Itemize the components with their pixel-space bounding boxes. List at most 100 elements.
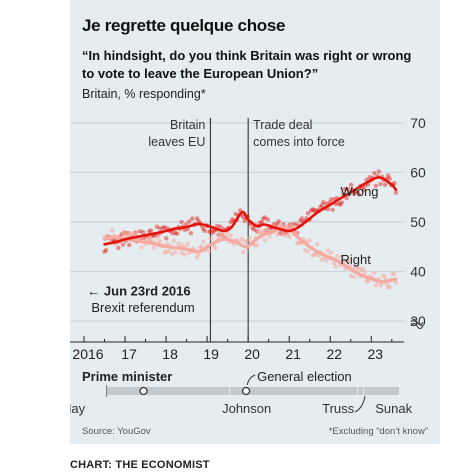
poll-dot [228, 233, 234, 238]
pm-segment [230, 387, 358, 395]
poll-dot [154, 224, 160, 229]
x-axis: 2016 17 18 19 20 21 22 23 [70, 336, 404, 362]
poll-dot [321, 200, 326, 205]
poll-dot [208, 236, 214, 241]
x-tick-label: 19 [203, 346, 219, 362]
poll-dot [342, 186, 348, 192]
poll-dot [262, 215, 268, 220]
pm-timeline: Prime minister General election May Johnson… [70, 369, 413, 416]
poll-dot [164, 236, 169, 241]
poll-dot [339, 254, 345, 259]
pm-name: Johnson [222, 401, 271, 416]
chart-labels: Wrong Right ← Jun 23rd 2016 Brexit referend… [87, 184, 378, 315]
poll-dot [202, 228, 207, 234]
poll-dot [151, 245, 157, 250]
poll-dot [267, 234, 272, 239]
poll-dot [174, 231, 180, 236]
gridlines: 30 40 50 60 70 [70, 115, 426, 329]
poll-dot [194, 216, 200, 221]
poll-dot [182, 227, 187, 233]
poll-dot [333, 264, 338, 269]
poll-dot [116, 245, 121, 251]
poll-dot [378, 181, 383, 187]
poll-dot [102, 249, 107, 254]
event-label: Britain [170, 118, 205, 132]
annotation-label: Brexit referendum [91, 300, 194, 315]
x-tick-label: 21 [285, 346, 301, 362]
poll-dot [392, 271, 397, 276]
poll-dot [217, 224, 223, 229]
poll-dot [310, 207, 315, 212]
series-line-right [102, 225, 398, 284]
poll-dot [312, 207, 317, 213]
pm-heading: Prime minister [82, 369, 172, 384]
poll-dot [345, 259, 351, 264]
poll-dot [349, 182, 354, 188]
poll-dot [361, 187, 366, 193]
poll-dot [382, 182, 388, 187]
poll-dot [355, 189, 360, 195]
poll-dot [173, 250, 178, 255]
poll-dot [185, 241, 190, 246]
poll-dot [290, 224, 295, 230]
x-tick-label: 23 [367, 346, 383, 362]
poll-dot [251, 227, 257, 232]
source-note: Source: YouGov [82, 426, 151, 437]
axis-break-icon [410, 322, 424, 330]
pm-name: May [70, 401, 86, 416]
poll-dot [148, 228, 153, 233]
poll-dot [157, 226, 163, 231]
poll-dot [305, 211, 311, 216]
poll-dot [298, 218, 303, 223]
poll-dot [160, 225, 166, 230]
poll-dot [319, 203, 325, 208]
poll-dot [182, 252, 187, 257]
poll-dot [392, 180, 397, 186]
y-tick-label: 40 [410, 264, 426, 280]
poll-dot [345, 187, 351, 192]
poll-dot [387, 285, 392, 290]
poll-dot [140, 230, 146, 235]
poll-dot [307, 238, 312, 243]
footnote: *Excluding “don’t know” [328, 426, 428, 437]
poll-dot [275, 232, 280, 238]
series-line-wrong [103, 176, 398, 246]
poll-dot [330, 207, 335, 212]
poll-dot [373, 183, 379, 189]
poll-dot [259, 220, 264, 225]
pm-segment [106, 387, 230, 395]
annotation-label: Wrong [340, 184, 378, 199]
annotation-label: ← Jun 23rd 2016 [87, 283, 190, 298]
poll-dot [127, 242, 132, 248]
poll-dot [190, 216, 195, 221]
poll-dot [170, 231, 175, 236]
poll-dot [250, 225, 255, 230]
poll-dot [387, 176, 392, 181]
event-markers: Britain leaves EU Trade deal comes into for… [148, 118, 345, 342]
poll-dot [382, 275, 388, 280]
poll-dot [225, 230, 231, 236]
y-tick-label: 70 [410, 115, 426, 131]
poll-dot [167, 249, 172, 254]
poll-dot [328, 250, 334, 256]
poll-dot [372, 171, 377, 176]
poll-dot [194, 255, 200, 260]
line-chart: 30 40 50 60 70 Britain leaves EU Trade deal com… [70, 115, 426, 416]
poll-dot [373, 283, 379, 288]
chart-card: Je regrette quelque chose “In hindsight,… [70, 0, 440, 444]
y-tick-label: 60 [410, 164, 426, 180]
poll-dot [199, 244, 204, 249]
poll-dot [162, 225, 167, 230]
y-tick-label: 50 [410, 214, 426, 230]
poll-dot [239, 237, 244, 242]
poll-dot [207, 229, 212, 235]
poll-dot [241, 250, 246, 255]
election-label: General election [257, 369, 352, 384]
poll-dot [318, 204, 323, 210]
poll-dot [247, 235, 252, 241]
poll-dot [361, 267, 366, 272]
poll-dot [213, 246, 218, 251]
poll-dot [339, 200, 345, 205]
poll-dot [207, 248, 212, 254]
poll-dot [335, 253, 340, 259]
